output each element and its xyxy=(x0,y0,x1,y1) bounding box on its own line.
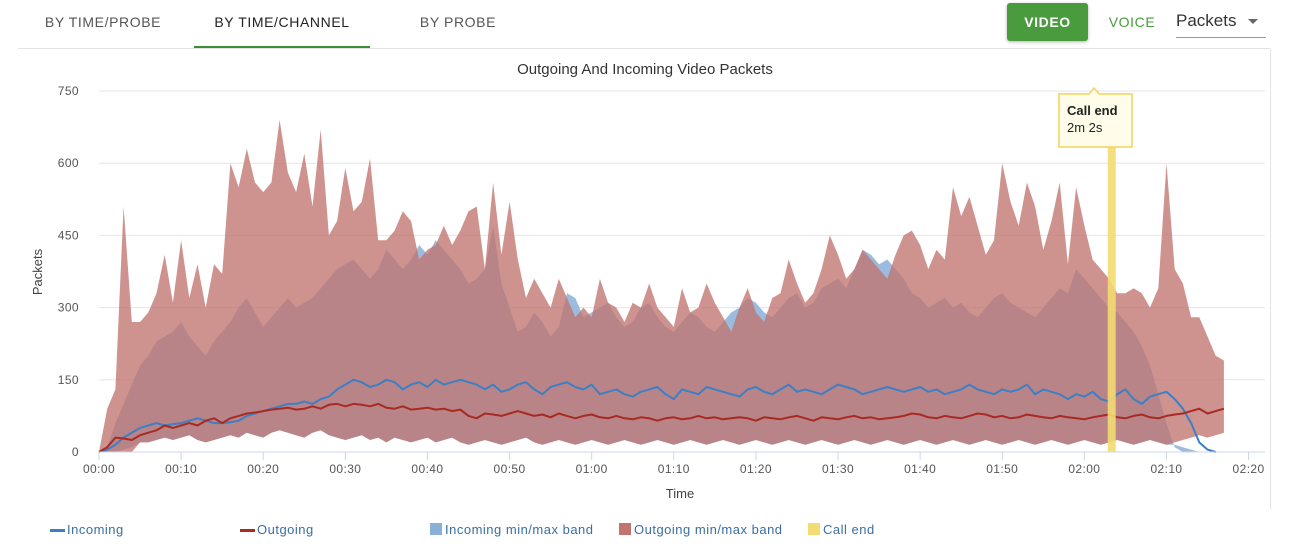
x-tick-label: 01:00 xyxy=(576,462,608,476)
chart-title: Outgoing And Incoming Video Packets xyxy=(517,61,773,78)
tab-by-probe[interactable]: BY PROBE xyxy=(419,14,497,30)
legend-swatch-incoming-band xyxy=(430,523,442,535)
x-tick-label: 02:20 xyxy=(1233,462,1265,476)
legend-swatch-incoming xyxy=(50,529,65,533)
legend-label: Incoming min/max band xyxy=(445,522,594,537)
legend-swatch-outgoing xyxy=(240,529,255,533)
x-axis-label: Time xyxy=(666,486,694,501)
outgoing-band-area xyxy=(99,119,1224,453)
x-tick-label: 00:40 xyxy=(411,462,443,476)
legend-item-outgoing-band[interactable]: Outgoing min/max band xyxy=(619,522,783,537)
legend-item-incoming[interactable]: Incoming xyxy=(50,522,124,537)
legend-item-call-end[interactable]: Call end xyxy=(808,522,875,537)
x-tick-label: 00:30 xyxy=(329,462,361,476)
tooltip-box xyxy=(1058,86,1133,148)
legend-item-outgoing[interactable]: Outgoing xyxy=(240,522,314,537)
bands xyxy=(99,119,1224,453)
x-tick-label: 02:10 xyxy=(1150,462,1182,476)
x-tick-label: 00:00 xyxy=(83,462,115,476)
caret-down-icon xyxy=(1248,19,1258,24)
axes: 0 150 300 450 600 750 00:00 00:10 00:20 00:30 00:4… xyxy=(58,84,1265,476)
outgoing-line xyxy=(98,402,1225,453)
video-button[interactable]: VIDEO xyxy=(1007,3,1088,41)
x-tick-label: 01:30 xyxy=(822,462,854,476)
x-tick-label: 01:50 xyxy=(986,462,1018,476)
legend-label: Outgoing min/max band xyxy=(634,522,783,537)
y-tick-label: 150 xyxy=(58,373,79,387)
x-tick-label: 00:10 xyxy=(165,462,197,476)
call-end-band xyxy=(1107,145,1116,452)
metric-select[interactable]: Packets xyxy=(1176,5,1266,38)
tab-by-time-probe[interactable]: BY TIME/PROBE xyxy=(44,14,162,30)
packets-chart: 0 150 300 450 600 750 00:00 00:10 00:20 00:30 00:4… xyxy=(30,61,1265,501)
x-tick-label: 02:00 xyxy=(1068,462,1100,476)
y-tick-label: 0 xyxy=(72,445,79,459)
view-tabs: BY TIME/PROBE BY TIME/CHANNEL BY PROBE xyxy=(18,0,1270,49)
y-axis-label: Packets xyxy=(30,248,45,295)
metric-select-value: Packets xyxy=(1176,11,1237,30)
legend-label: Incoming xyxy=(67,522,124,537)
x-tick-label: 00:50 xyxy=(494,462,526,476)
panel-divider xyxy=(1270,49,1271,509)
x-tick-label: 01:20 xyxy=(740,462,772,476)
tooltip-title: Call end xyxy=(1067,103,1118,118)
y-tick-label: 300 xyxy=(58,301,79,315)
voice-button[interactable]: VOICE xyxy=(1108,14,1156,30)
incoming-line xyxy=(98,378,1216,453)
tooltip-duration: 2m 2s xyxy=(1067,120,1103,135)
x-tick-label: 00:20 xyxy=(247,462,279,476)
y-tick-label: 450 xyxy=(58,228,79,242)
call-end-marker xyxy=(1107,145,1116,452)
y-tick-label: 600 xyxy=(58,156,79,170)
series-lines xyxy=(98,378,1225,453)
y-tick-label: 750 xyxy=(58,84,79,98)
legend-swatch-call-end xyxy=(808,523,820,535)
call-end-tooltip: Call end 2m 2s xyxy=(1058,86,1133,148)
tab-by-time-channel[interactable]: BY TIME/CHANNEL xyxy=(194,0,370,48)
x-tick-label: 01:40 xyxy=(904,462,936,476)
legend-label: Outgoing xyxy=(257,522,314,537)
legend-label: Call end xyxy=(823,522,875,537)
x-tick-label: 01:10 xyxy=(658,462,690,476)
legend-swatch-outgoing-band xyxy=(619,523,631,535)
legend-item-incoming-band[interactable]: Incoming min/max band xyxy=(430,522,594,537)
